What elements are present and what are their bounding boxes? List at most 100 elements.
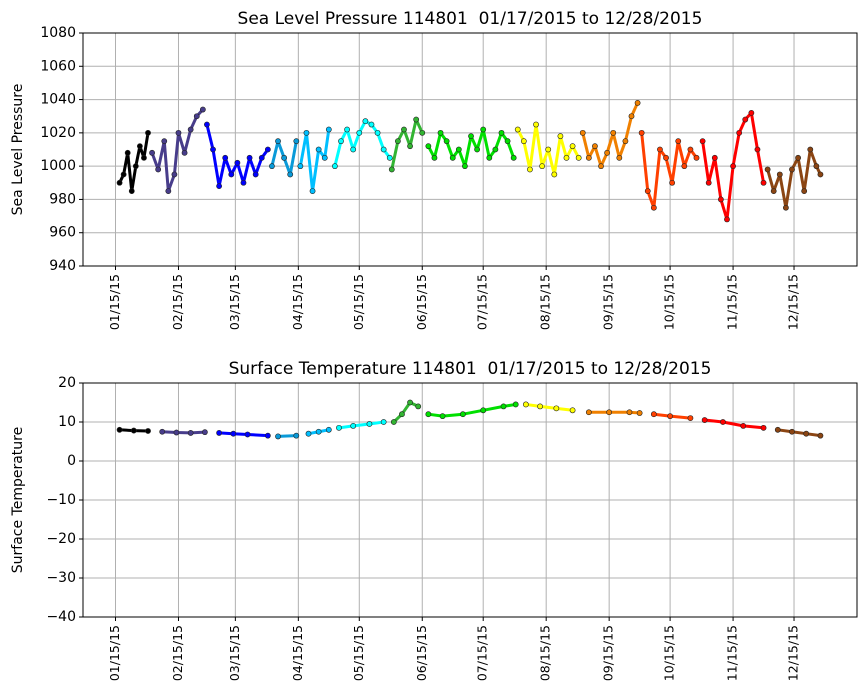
data-point [699,138,706,145]
data-point [585,154,592,161]
series-line [277,434,297,438]
data-point [551,171,558,178]
y-tick-label: 1000 [40,158,76,174]
data-point [817,171,824,178]
data-point [687,146,694,153]
data-point [407,143,413,150]
x-tick-label: 09/15/15 [601,625,616,681]
data-point [636,410,643,416]
data-point [175,129,182,136]
data-point [492,146,499,153]
data-point [204,121,210,128]
x-tick-label: 11/15/15 [725,625,740,681]
data-point [650,204,657,211]
data-point [687,415,694,421]
data-point [569,143,576,150]
data-point [563,154,570,161]
data-point [145,428,151,434]
data-point [309,188,316,195]
data-point [622,138,629,145]
x-tick-label: 03/15/15 [227,274,242,330]
data-point [425,411,432,418]
data-point [234,159,241,166]
data-point [240,179,247,186]
data-point [770,188,777,195]
data-point [187,126,194,133]
series-line [150,108,204,193]
data-point [116,179,123,186]
data-point [210,146,216,153]
data-point [740,422,747,429]
data-point [449,154,456,161]
series-line [298,129,331,193]
data-point [782,204,789,211]
data-point [579,129,586,136]
data-point [124,149,131,156]
x-tick-label: 02/15/15 [170,625,185,681]
data-point [120,171,127,178]
x-tick-label: 10/15/15 [662,274,677,330]
data-point [338,138,344,145]
data-point [193,113,200,120]
data-point [216,430,223,436]
data-point [230,430,237,437]
data-point [366,421,373,427]
data-point [742,116,749,123]
y-tick-label: 1020 [40,125,76,141]
data-point [634,100,641,106]
data-point [539,163,546,170]
y-tick-label: 1080 [40,25,76,41]
chart-title: Sea Level Pressure 114801 01/17/2015 to … [238,9,703,29]
x-tick-label: 07/15/15 [475,625,490,681]
data-point [128,188,135,195]
data-point [315,146,322,153]
data-point [724,216,730,223]
data-point [321,154,328,161]
data-point [399,411,405,418]
y-tick-label: 20 [58,375,76,391]
data-point [199,106,206,113]
data-point [638,129,645,136]
data-point [141,154,147,161]
data-point [149,149,155,156]
data-point [650,411,657,418]
data-point [155,166,162,173]
y-tick-label: 940 [49,258,76,274]
data-point [388,166,395,173]
data-point [628,113,635,120]
chart-title: Surface Temperature 114801 01/17/2015 to… [229,359,712,379]
plot-frame [82,32,858,267]
data-point [332,163,338,170]
data-point [717,196,724,203]
series-line [581,102,639,168]
data-point [161,138,168,145]
data-point [130,427,137,434]
data-point [258,154,265,161]
data-point [145,129,151,136]
data-point [705,179,712,186]
y-tick-label: −40 [46,609,76,625]
data-point [711,154,718,161]
data-point [252,171,259,178]
data-point [801,188,808,195]
x-tick-label: 08/15/15 [538,625,553,681]
data-point [173,429,180,436]
x-tick-label: 11/15/15 [725,274,740,330]
data-point [626,409,633,416]
data-point [604,149,611,156]
data-point [325,426,332,433]
data-point [760,179,767,186]
data-point [293,138,300,145]
data-point [201,429,208,436]
data-point [415,403,422,410]
data-point [281,154,288,161]
data-point [616,154,623,161]
data-point [754,146,761,153]
data-point [510,154,517,161]
y-tick-label: 960 [49,225,76,241]
series-line [162,430,205,435]
data-point [468,133,474,140]
data-point [374,129,381,136]
data-point [437,129,444,136]
